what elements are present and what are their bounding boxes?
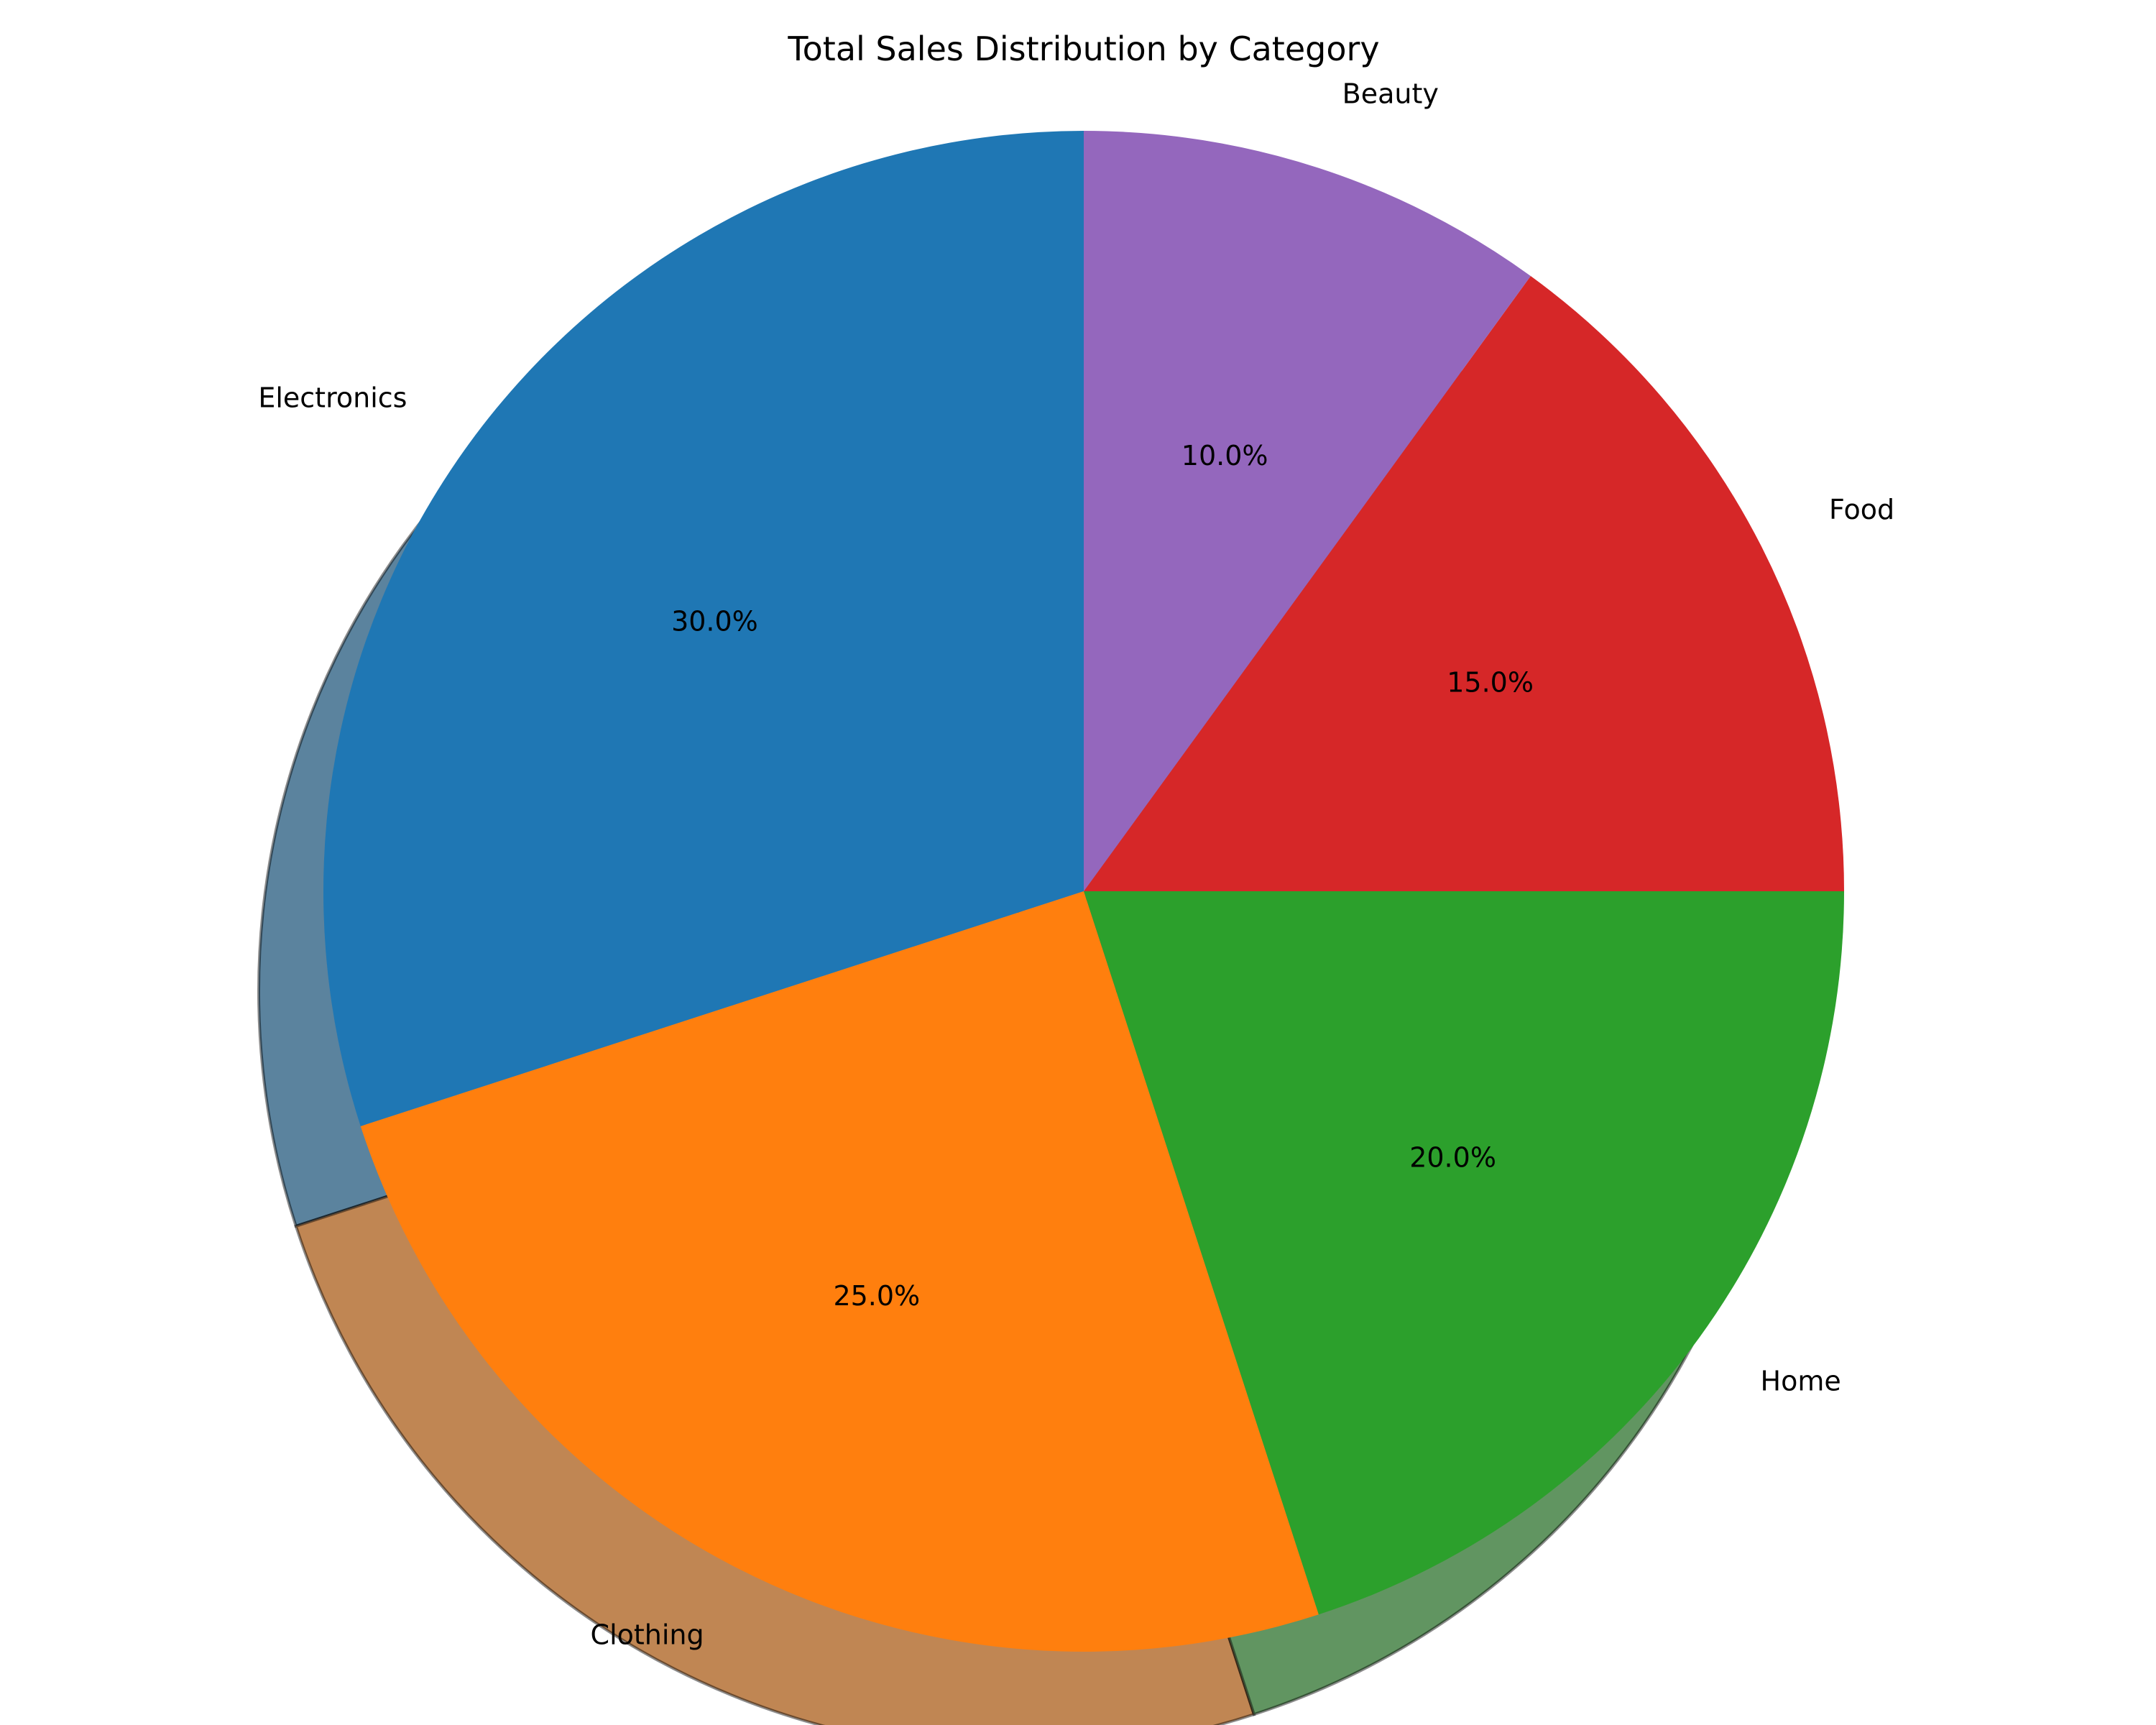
category-label-electronics: Electronics [258, 382, 407, 413]
percent-label-electronics: 30.0% [671, 605, 758, 637]
pie-slice-beauty [1084, 131, 1531, 891]
category-label-clothing: Clothing [591, 1619, 704, 1650]
pie-labels: Electronics 30.0% Clothing 25.0% Home 20.0% Fo… [258, 78, 1894, 1651]
percent-label-home: 20.0% [1409, 1142, 1496, 1174]
pie-slice-clothing [360, 891, 1319, 1652]
percent-label-beauty: 10.0% [1181, 440, 1268, 472]
percent-label-food: 15.0% [1447, 666, 1534, 698]
pie-slice-home [1084, 891, 1844, 1615]
category-label-home: Home [1761, 1366, 1841, 1397]
chart-title: Total Sales Distribution by Category [787, 29, 1379, 68]
percent-label-clothing: 25.0% [833, 1280, 920, 1312]
pie-slices [323, 131, 1844, 1652]
category-label-beauty: Beauty [1342, 78, 1439, 110]
pie-slice-food [1084, 276, 1844, 891]
category-label-food: Food [1829, 494, 1894, 525]
pie-slice-electronics [323, 131, 1084, 1126]
